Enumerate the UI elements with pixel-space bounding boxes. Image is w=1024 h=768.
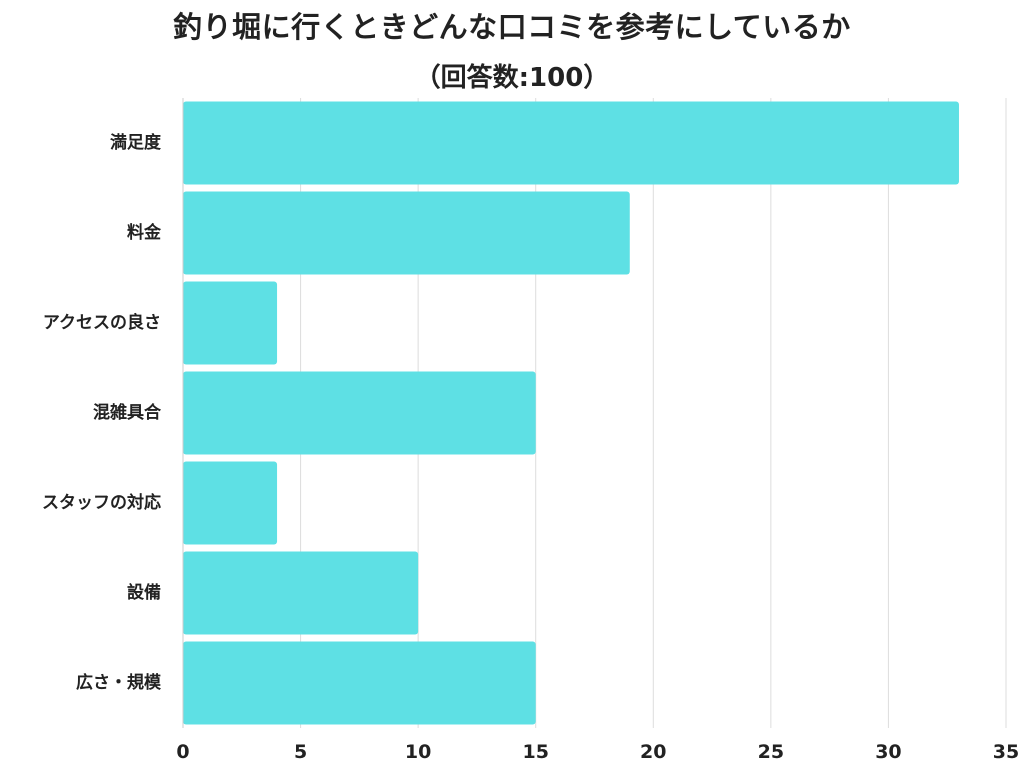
category-label: 料金 bbox=[127, 222, 162, 243]
category-label: スタッフの対応 bbox=[42, 492, 161, 513]
x-tick-label: 15 bbox=[522, 741, 548, 763]
chart-title: 釣り堀に行くときどんな口コミを参考にしているか bbox=[173, 10, 851, 44]
x-tick-label: 0 bbox=[176, 741, 189, 763]
chart-subtitle: （回答数:100） bbox=[414, 63, 610, 93]
bar bbox=[183, 191, 630, 275]
bar bbox=[183, 281, 278, 365]
category-label: 設備 bbox=[127, 582, 161, 603]
x-tick-label: 35 bbox=[993, 741, 1019, 763]
bar bbox=[183, 641, 536, 725]
category-label: 満足度 bbox=[110, 132, 162, 153]
x-tick-label: 30 bbox=[875, 741, 901, 763]
category-label: アクセスの良さ bbox=[43, 312, 161, 333]
bar bbox=[183, 461, 278, 545]
x-tick-label: 25 bbox=[758, 741, 784, 763]
x-tick-label: 20 bbox=[640, 741, 666, 763]
x-tick-label: 10 bbox=[405, 741, 431, 763]
category-label: 広さ・規模 bbox=[76, 672, 162, 693]
bar bbox=[183, 551, 419, 635]
x-tick-label: 5 bbox=[294, 741, 307, 763]
category-label: 混雑具合 bbox=[93, 402, 162, 423]
bar bbox=[183, 371, 536, 455]
bar bbox=[183, 101, 959, 185]
